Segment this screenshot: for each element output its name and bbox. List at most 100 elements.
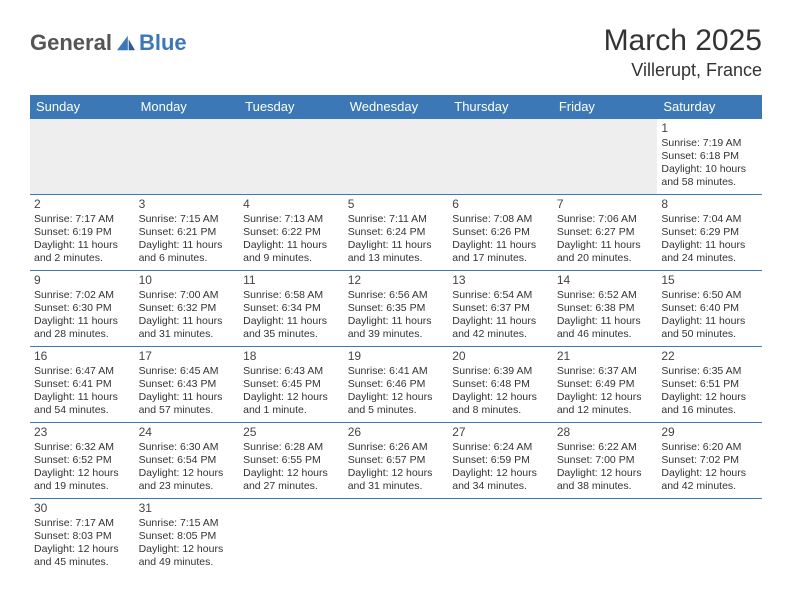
daylight-label: Daylight: 11 hours and 50 minutes.: [661, 315, 758, 341]
sunset-label: Sunset: 6:24 PM: [348, 226, 445, 239]
day-number: 21: [557, 349, 654, 364]
sunrise-label: Sunrise: 7:06 AM: [557, 213, 654, 226]
sunrise-label: Sunrise: 6:45 AM: [139, 365, 236, 378]
sunset-label: Sunset: 6:18 PM: [661, 150, 758, 163]
sunset-label: Sunset: 6:32 PM: [139, 302, 236, 315]
calendar-cell: 24Sunrise: 6:30 AMSunset: 6:54 PMDayligh…: [135, 423, 240, 499]
sunset-label: Sunset: 8:05 PM: [139, 530, 236, 543]
day-number: 31: [139, 501, 236, 516]
daylight-label: Daylight: 12 hours and 34 minutes.: [452, 467, 549, 493]
calendar-cell: 21Sunrise: 6:37 AMSunset: 6:49 PMDayligh…: [553, 347, 658, 423]
calendar-cell: 20Sunrise: 6:39 AMSunset: 6:48 PMDayligh…: [448, 347, 553, 423]
calendar-cell: 6Sunrise: 7:08 AMSunset: 6:26 PMDaylight…: [448, 195, 553, 271]
sunset-label: Sunset: 6:57 PM: [348, 454, 445, 467]
day-number: 29: [661, 425, 758, 440]
calendar-cell: 14Sunrise: 6:52 AMSunset: 6:38 PMDayligh…: [553, 271, 658, 347]
sunrise-label: Sunrise: 6:20 AM: [661, 441, 758, 454]
sunset-label: Sunset: 6:27 PM: [557, 226, 654, 239]
sunrise-label: Sunrise: 6:47 AM: [34, 365, 131, 378]
sunset-label: Sunset: 8:03 PM: [34, 530, 131, 543]
calendar-cell: [344, 499, 449, 575]
day-number: 12: [348, 273, 445, 288]
sunset-label: Sunset: 6:38 PM: [557, 302, 654, 315]
calendar-cell: 9Sunrise: 7:02 AMSunset: 6:30 PMDaylight…: [30, 271, 135, 347]
day-number: 17: [139, 349, 236, 364]
calendar-cell: 19Sunrise: 6:41 AMSunset: 6:46 PMDayligh…: [344, 347, 449, 423]
sunrise-label: Sunrise: 6:54 AM: [452, 289, 549, 302]
daylight-label: Daylight: 11 hours and 42 minutes.: [452, 315, 549, 341]
sunrise-label: Sunrise: 7:13 AM: [243, 213, 340, 226]
sunset-label: Sunset: 7:00 PM: [557, 454, 654, 467]
calendar-cell: 23Sunrise: 6:32 AMSunset: 6:52 PMDayligh…: [30, 423, 135, 499]
day-number: 11: [243, 273, 340, 288]
daylight-label: Daylight: 11 hours and 9 minutes.: [243, 239, 340, 265]
daylight-label: Daylight: 11 hours and 2 minutes.: [34, 239, 131, 265]
sunset-label: Sunset: 6:26 PM: [452, 226, 549, 239]
sunrise-label: Sunrise: 7:19 AM: [661, 137, 758, 150]
day-number: 16: [34, 349, 131, 364]
day-number: 30: [34, 501, 131, 516]
calendar-row: 23Sunrise: 6:32 AMSunset: 6:52 PMDayligh…: [30, 423, 762, 499]
calendar-cell: 4Sunrise: 7:13 AMSunset: 6:22 PMDaylight…: [239, 195, 344, 271]
calendar-cell: [135, 119, 240, 195]
sunset-label: Sunset: 6:34 PM: [243, 302, 340, 315]
calendar-row: 30Sunrise: 7:17 AMSunset: 8:03 PMDayligh…: [30, 499, 762, 575]
daylight-label: Daylight: 12 hours and 12 minutes.: [557, 391, 654, 417]
day-number: 25: [243, 425, 340, 440]
day-header: Tuesday: [239, 95, 344, 119]
header: General Blue March 2025 Villerupt, Franc…: [30, 24, 762, 81]
calendar-cell: 31Sunrise: 7:15 AMSunset: 8:05 PMDayligh…: [135, 499, 240, 575]
sunrise-label: Sunrise: 7:00 AM: [139, 289, 236, 302]
sunrise-label: Sunrise: 6:56 AM: [348, 289, 445, 302]
sunset-label: Sunset: 6:48 PM: [452, 378, 549, 391]
sunrise-label: Sunrise: 6:43 AM: [243, 365, 340, 378]
daylight-label: Daylight: 11 hours and 28 minutes.: [34, 315, 131, 341]
calendar-row: 16Sunrise: 6:47 AMSunset: 6:41 PM Dayligh…: [30, 347, 762, 423]
sunrise-label: Sunrise: 7:15 AM: [139, 517, 236, 530]
calendar-table: SundayMondayTuesdayWednesdayThursdayFrid…: [30, 95, 762, 575]
calendar-cell: 8Sunrise: 7:04 AMSunset: 6:29 PMDaylight…: [657, 195, 762, 271]
daylight-label: Daylight: 12 hours and 45 minutes.: [34, 543, 131, 569]
daylight-label: Daylight: 11 hours and 57 minutes.: [139, 391, 236, 417]
sunset-label: Sunset: 6:41 PM: [34, 378, 131, 391]
calendar-cell: 25Sunrise: 6:28 AMSunset: 6:55 PMDayligh…: [239, 423, 344, 499]
sunrise-label: Sunrise: 6:32 AM: [34, 441, 131, 454]
calendar-cell: 28Sunrise: 6:22 AMSunset: 7:00 PMDayligh…: [553, 423, 658, 499]
calendar-cell: [239, 499, 344, 575]
calendar-cell: 13Sunrise: 6:54 AMSunset: 6:37 PMDayligh…: [448, 271, 553, 347]
day-header: Monday: [135, 95, 240, 119]
sunrise-label: Sunrise: 6:26 AM: [348, 441, 445, 454]
sunrise-label: Sunrise: 7:11 AM: [348, 213, 445, 226]
day-number: 26: [348, 425, 445, 440]
daylight-label: Daylight: 11 hours and 24 minutes.: [661, 239, 758, 265]
daylight-label: Daylight: 12 hours and 27 minutes.: [243, 467, 340, 493]
sunrise-label: Sunrise: 6:24 AM: [452, 441, 549, 454]
sunrise-label: Sunrise: 6:39 AM: [452, 365, 549, 378]
calendar-cell: 12Sunrise: 6:56 AMSunset: 6:35 PMDayligh…: [344, 271, 449, 347]
calendar-row: 1Sunrise: 7:19 AMSunset: 6:18 PMDaylight…: [30, 119, 762, 195]
sunrise-label: Sunrise: 7:02 AM: [34, 289, 131, 302]
sunset-label: Sunset: 7:02 PM: [661, 454, 758, 467]
sunrise-label: Sunrise: 6:28 AM: [243, 441, 340, 454]
calendar-cell: 26Sunrise: 6:26 AMSunset: 6:57 PMDayligh…: [344, 423, 449, 499]
sunrise-label: Sunrise: 6:30 AM: [139, 441, 236, 454]
calendar-cell: 11Sunrise: 6:58 AMSunset: 6:34 PMDayligh…: [239, 271, 344, 347]
day-header-row: SundayMondayTuesdayWednesdayThursdayFrid…: [30, 95, 762, 119]
calendar-cell: [30, 119, 135, 195]
calendar-cell: 16Sunrise: 6:47 AMSunset: 6:41 PMDayligh…: [30, 347, 135, 423]
sunset-label: Sunset: 6:43 PM: [139, 378, 236, 391]
day-number: 1: [661, 121, 758, 136]
calendar-cell: [657, 499, 762, 575]
day-number: 27: [452, 425, 549, 440]
sunrise-label: Sunrise: 7:17 AM: [34, 213, 131, 226]
sunset-label: Sunset: 6:30 PM: [34, 302, 131, 315]
sunset-label: Sunset: 6:55 PM: [243, 454, 340, 467]
day-header: Thursday: [448, 95, 553, 119]
calendar-cell: 2Sunrise: 7:17 AMSunset: 6:19 PMDaylight…: [30, 195, 135, 271]
daylight-label: Daylight: 12 hours and 38 minutes.: [557, 467, 654, 493]
calendar-row: 2Sunrise: 7:17 AMSunset: 6:19 PMDaylight…: [30, 195, 762, 271]
logo-text-general: General: [30, 30, 112, 56]
calendar-cell: 7Sunrise: 7:06 AMSunset: 6:27 PMDaylight…: [553, 195, 658, 271]
daylight-label: Daylight: 12 hours and 23 minutes.: [139, 467, 236, 493]
logo-text-blue: Blue: [139, 30, 187, 56]
